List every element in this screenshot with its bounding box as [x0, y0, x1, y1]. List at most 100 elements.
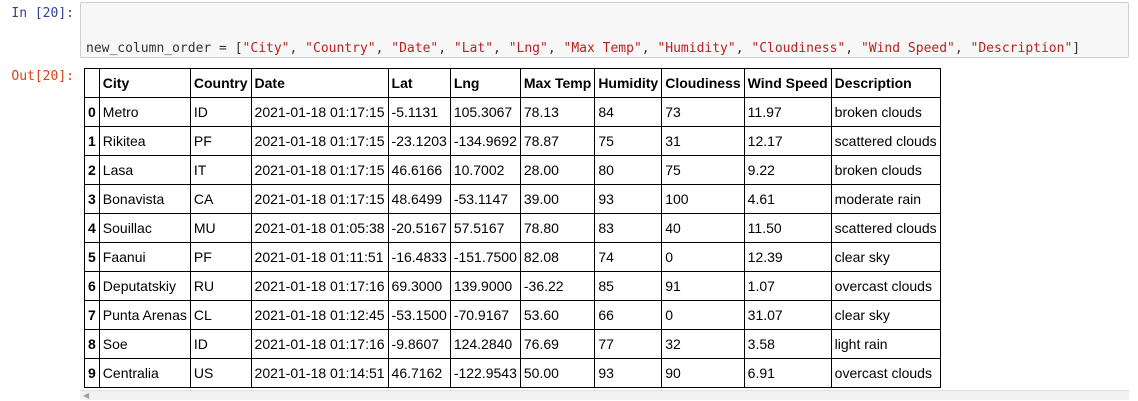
table-cell: overcast clouds	[830, 358, 941, 388]
table-cell: 2021-01-18 01:17:15	[250, 184, 389, 214]
table-cell: 78.87	[519, 126, 596, 156]
table-cell: 100	[661, 184, 745, 214]
table-cell: 82.08	[519, 242, 596, 272]
table-cell: RU	[189, 271, 252, 301]
table-cell: -122.9543	[449, 358, 521, 388]
table-cell: -5.1131	[387, 97, 451, 127]
column-list: "City", "Country", "Date", "Lat", "Lng",…	[242, 41, 1073, 56]
table-row: 9 Centralia US 2021-01-18 01:14:51 46.7162 -1…	[84, 358, 941, 388]
row-index: 7	[84, 300, 100, 330]
table-cell: clear sky	[830, 242, 941, 272]
table-cell: overcast clouds	[830, 271, 941, 301]
table-cell: 28.00	[519, 155, 596, 185]
table-cell: 48.6499	[387, 184, 451, 214]
table-cell: Punta Arenas	[98, 300, 191, 330]
table-cell: -9.8607	[387, 329, 451, 359]
table-cell: moderate rain	[830, 184, 941, 214]
table-cell: -20.5167	[387, 213, 451, 243]
table-cell: CA	[189, 184, 252, 214]
column-header: Country	[189, 68, 252, 98]
table-cell: 12.17	[743, 126, 832, 156]
scroll-left-arrow-icon[interactable]: ◀	[83, 391, 90, 400]
table-cell: 76.69	[519, 329, 596, 359]
dataframe-table: City Country Date Lat Lng Max Temp Humidity Clo…	[84, 68, 941, 388]
table-cell: 53.60	[519, 300, 596, 330]
row-index: 6	[84, 271, 100, 301]
column-header: Humidity	[594, 68, 663, 98]
table-cell: 74	[594, 242, 663, 272]
table-cell: IT	[189, 155, 252, 185]
code-string-literal: "Humidity"	[657, 41, 736, 56]
table-cell: 69.3000	[387, 271, 451, 301]
row-index: 5	[84, 242, 100, 272]
code-string-literal: "Lng"	[508, 41, 548, 56]
table-cell: 3.58	[743, 329, 832, 359]
column-header: Max Temp	[519, 68, 596, 98]
table-cell: Soe	[98, 329, 191, 359]
table-cell: PF	[189, 242, 252, 272]
table-cell: light rain	[830, 329, 941, 359]
row-index: 0	[84, 97, 100, 127]
table-cell: -134.9692	[449, 126, 521, 156]
table-cell: 57.5167	[449, 213, 521, 243]
table-cell: -23.1203	[387, 126, 451, 156]
table-row: 8 Soe ID 2021-01-18 01:17:16 -9.8607 124.2840…	[84, 329, 941, 359]
table-body: 0 Metro ID 2021-01-18 01:17:15 -5.1131 105.30…	[84, 97, 941, 388]
table-cell: 31.07	[743, 300, 832, 330]
table-row: 4 Souillac MU 2021-01-18 01:05:38 -20.5167 57…	[84, 213, 941, 243]
output-prompt: Out[20]:	[11, 69, 74, 84]
column-header: Lng	[449, 68, 521, 98]
code-cell[interactable]: new_column_order = ["City", "Country", "…	[80, 2, 1129, 58]
table-cell: Bonavista	[98, 184, 191, 214]
table-cell: CL	[189, 300, 252, 330]
index-header	[84, 68, 100, 98]
input-prompt: In [20]:	[11, 6, 74, 21]
table-cell: 2021-01-18 01:17:16	[250, 329, 389, 359]
table-cell: 11.50	[743, 213, 832, 243]
code-string-literal: "Wind Speed"	[860, 41, 955, 56]
table-cell: US	[189, 358, 252, 388]
horizontal-scrollbar[interactable]: ◀	[80, 390, 1129, 400]
table-cell: 11.97	[743, 97, 832, 127]
table-cell: 2021-01-18 01:17:16	[250, 271, 389, 301]
code-string-literal: "Cloudiness"	[751, 41, 846, 56]
table-cell: broken clouds	[830, 97, 941, 127]
column-header: Cloudiness	[661, 68, 745, 98]
table-cell: 1.07	[743, 271, 832, 301]
code-string-literal: "Description"	[970, 41, 1073, 56]
table-cell: 78.13	[519, 97, 596, 127]
table-cell: 84	[594, 97, 663, 127]
table-cell: 10.7002	[449, 155, 521, 185]
row-index: 1	[84, 126, 100, 156]
table-cell: 39.00	[519, 184, 596, 214]
table-cell: 2021-01-18 01:11:51	[250, 242, 389, 272]
table-cell: 2021-01-18 01:14:51	[250, 358, 389, 388]
table-cell: 66	[594, 300, 663, 330]
code-string-literal: "Country"	[305, 41, 376, 56]
table-cell: 0	[661, 300, 745, 330]
table-cell: 2021-01-18 01:17:15	[250, 97, 389, 127]
table-row: 5 Faanui PF 2021-01-18 01:11:51 -16.4833 -151…	[84, 242, 941, 272]
table-row: 1 Rikitea PF 2021-01-18 01:17:15 -23.1203 -13…	[84, 126, 941, 156]
table-cell: clear sky	[830, 300, 941, 330]
code-string-literal: "Lat"	[453, 41, 494, 56]
table-cell: 12.39	[743, 242, 832, 272]
table-cell: 2021-01-18 01:05:38	[250, 213, 389, 243]
table-cell: Souillac	[98, 213, 191, 243]
table-header-row: City Country Date Lat Lng Max Temp Humidity Clo…	[84, 68, 941, 98]
table-cell: -151.7500	[449, 242, 521, 272]
table-cell: 80	[594, 155, 663, 185]
table-cell: 2021-01-18 01:17:15	[250, 155, 389, 185]
table-cell: 85	[594, 271, 663, 301]
table-cell: 77	[594, 329, 663, 359]
table-cell: -70.9167	[449, 300, 521, 330]
table-cell: 40	[661, 213, 745, 243]
table-cell: 73	[661, 97, 745, 127]
table-cell: -16.4833	[387, 242, 451, 272]
table-cell: 91	[661, 271, 745, 301]
table-cell: 31	[661, 126, 745, 156]
table-cell: scattered clouds	[830, 126, 941, 156]
table-cell: Centralia	[98, 358, 191, 388]
row-index: 3	[84, 184, 100, 214]
table-cell: 46.7162	[387, 358, 451, 388]
